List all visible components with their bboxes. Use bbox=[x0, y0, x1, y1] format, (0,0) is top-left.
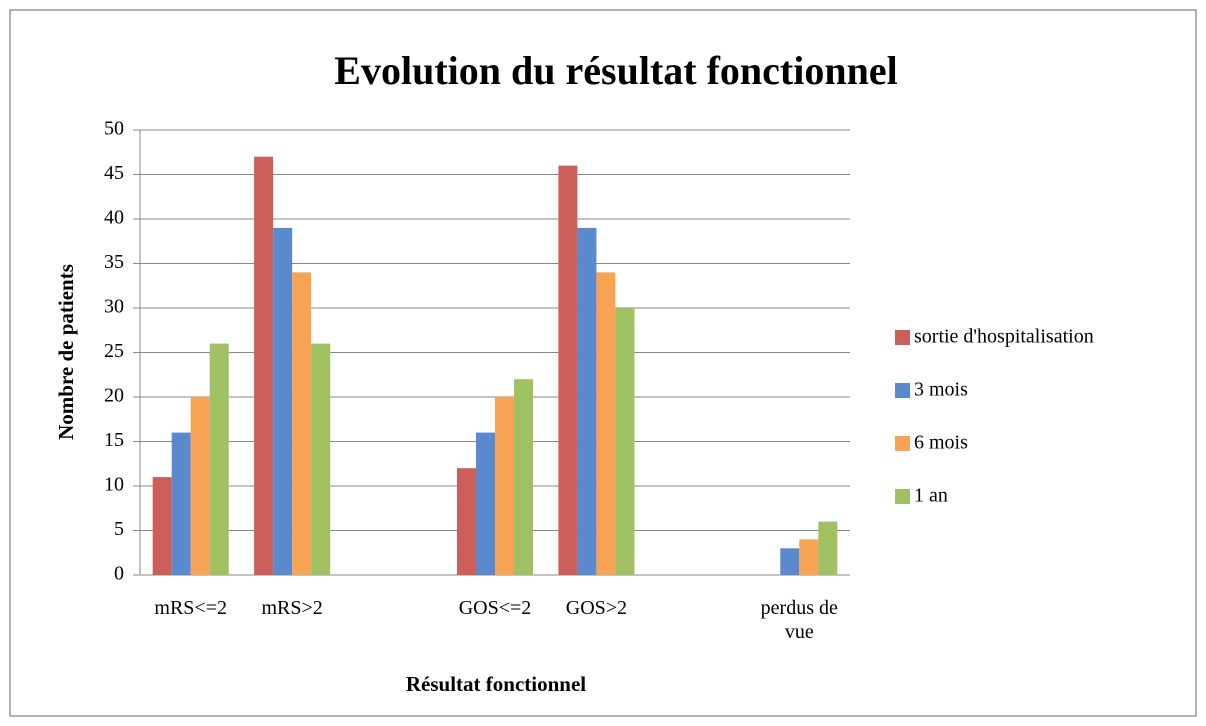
y-tick-label: 35 bbox=[104, 251, 124, 273]
legend-label: 6 mois bbox=[914, 432, 968, 454]
y-tick-label: 30 bbox=[104, 296, 124, 318]
bar bbox=[495, 397, 515, 575]
bar bbox=[152, 477, 172, 575]
bar bbox=[311, 343, 331, 575]
chart-title: Evolution du résultat fonctionnel bbox=[334, 48, 897, 93]
bar bbox=[292, 272, 312, 575]
legend-swatch bbox=[895, 489, 910, 504]
y-tick-label: 10 bbox=[104, 474, 124, 496]
x-tick-label: perdus de vue bbox=[760, 597, 838, 643]
y-axis-title: Nombre de patients bbox=[54, 264, 78, 440]
bar bbox=[577, 227, 597, 575]
bar bbox=[596, 272, 616, 575]
legend-swatch bbox=[895, 436, 910, 451]
bar bbox=[558, 165, 578, 575]
x-tick-label: GOS>2 bbox=[565, 597, 628, 619]
bar bbox=[475, 432, 495, 575]
y-tick-label: 15 bbox=[104, 429, 124, 451]
bar bbox=[799, 539, 819, 575]
x-tick-label: mRS>2 bbox=[261, 597, 323, 619]
bar bbox=[273, 227, 293, 575]
legend-label: 1 an bbox=[914, 485, 948, 507]
bar bbox=[171, 432, 191, 575]
y-tick-label: 0 bbox=[114, 563, 124, 585]
x-tick-label: GOS<=2 bbox=[458, 597, 532, 619]
legend-swatch bbox=[895, 330, 910, 345]
legend-swatch bbox=[895, 383, 910, 398]
legend-label: sortie d'hospitalisation bbox=[914, 326, 1094, 348]
bar bbox=[254, 156, 274, 575]
bar bbox=[514, 379, 534, 575]
y-tick-label: 45 bbox=[104, 162, 124, 184]
bar bbox=[615, 308, 635, 575]
y-tick-label: 50 bbox=[104, 118, 124, 140]
y-tick-label: 20 bbox=[104, 385, 124, 407]
legend-label: 3 mois bbox=[914, 379, 968, 401]
bar bbox=[209, 343, 229, 575]
bar bbox=[818, 521, 838, 575]
y-tick-label: 5 bbox=[114, 518, 124, 540]
x-axis-title: Résultat fonctionnel bbox=[406, 672, 586, 696]
y-tick-label: 40 bbox=[104, 207, 124, 229]
bar bbox=[780, 548, 800, 575]
y-tick-label: 25 bbox=[104, 340, 124, 362]
bar bbox=[456, 468, 476, 575]
x-tick-label: mRS<=2 bbox=[154, 597, 227, 619]
bar bbox=[190, 397, 210, 575]
